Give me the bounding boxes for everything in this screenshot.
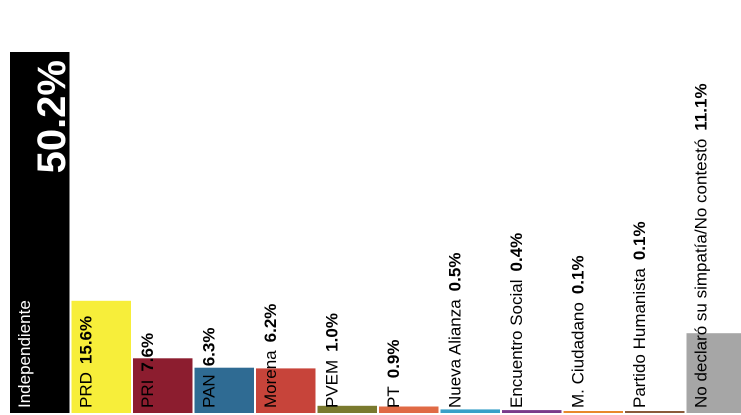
bar-label-9: Encuentro Social 0.4%	[507, 233, 526, 408]
bar-5	[256, 368, 316, 413]
bar-label-6: PVEM 1.0%	[322, 313, 341, 408]
category-label: PAN	[199, 374, 218, 408]
bar-label-8: Nueva Alianza 0.5%	[445, 253, 464, 408]
category-label: Morena	[261, 350, 280, 408]
bar-2	[71, 300, 131, 413]
bar-label-11: Partido Humanista 0.1%	[630, 221, 649, 408]
category-label: Independiente	[15, 300, 34, 408]
category-label: Nueva Alianza	[445, 299, 464, 408]
value-label-big: 50.2%	[30, 60, 74, 173]
value-label: 0.9%	[384, 340, 403, 379]
value-label: 1.0%	[322, 313, 341, 352]
value-label: 6.2%	[261, 304, 280, 343]
category-label: Encuentro Social	[507, 279, 526, 408]
bar-11	[625, 411, 685, 413]
value-label: 0.4%	[507, 233, 526, 272]
bar-8	[440, 409, 500, 413]
bars-group	[10, 52, 741, 413]
bar-6	[317, 405, 377, 413]
bar-12	[686, 333, 741, 413]
bar-label-3: PRI 7.6%	[138, 333, 157, 408]
bar-4	[194, 367, 254, 413]
bar-label-12: No declaró su simpatía/No contestó 11.1%	[691, 83, 710, 408]
bar-9	[502, 410, 562, 413]
category-label: PRD	[76, 372, 95, 408]
bar-7	[379, 406, 439, 413]
value-label: 11.1%	[691, 83, 710, 130]
value-label: 7.6%	[138, 333, 157, 372]
bar-3	[133, 358, 193, 413]
value-label: 0.1%	[568, 255, 587, 294]
bar-label-10: M. Ciudadano 0.1%	[568, 255, 587, 408]
value-label: 15.6%	[76, 316, 95, 364]
category-label: Partido Humanista	[630, 268, 649, 408]
bar-label-4: PAN 6.3%	[199, 328, 218, 408]
value-label: 0.1%	[630, 221, 649, 260]
category-label: M. Ciudadano	[568, 302, 587, 408]
bar-label-2: PRD 15.6%	[76, 316, 95, 408]
category-label: PVEM	[322, 360, 341, 408]
category-label: PT	[384, 386, 403, 408]
labels-group: Independiente 50.2% PRD 15.6% PRI 7.6% PAN 6.3%…	[15, 60, 711, 408]
category-label: No declaró su simpatía/No contestó	[691, 139, 710, 408]
value-label: 0.5%	[445, 253, 464, 292]
category-label: PRI	[138, 380, 157, 408]
bar-1	[10, 52, 70, 413]
bar-label-5: Morena 6.2%	[261, 304, 280, 408]
value-label: 6.3%	[199, 328, 218, 367]
bar-label-7: PT 0.9%	[384, 340, 403, 408]
bar-label-1: Independiente	[15, 300, 34, 408]
bar-10	[563, 411, 623, 413]
